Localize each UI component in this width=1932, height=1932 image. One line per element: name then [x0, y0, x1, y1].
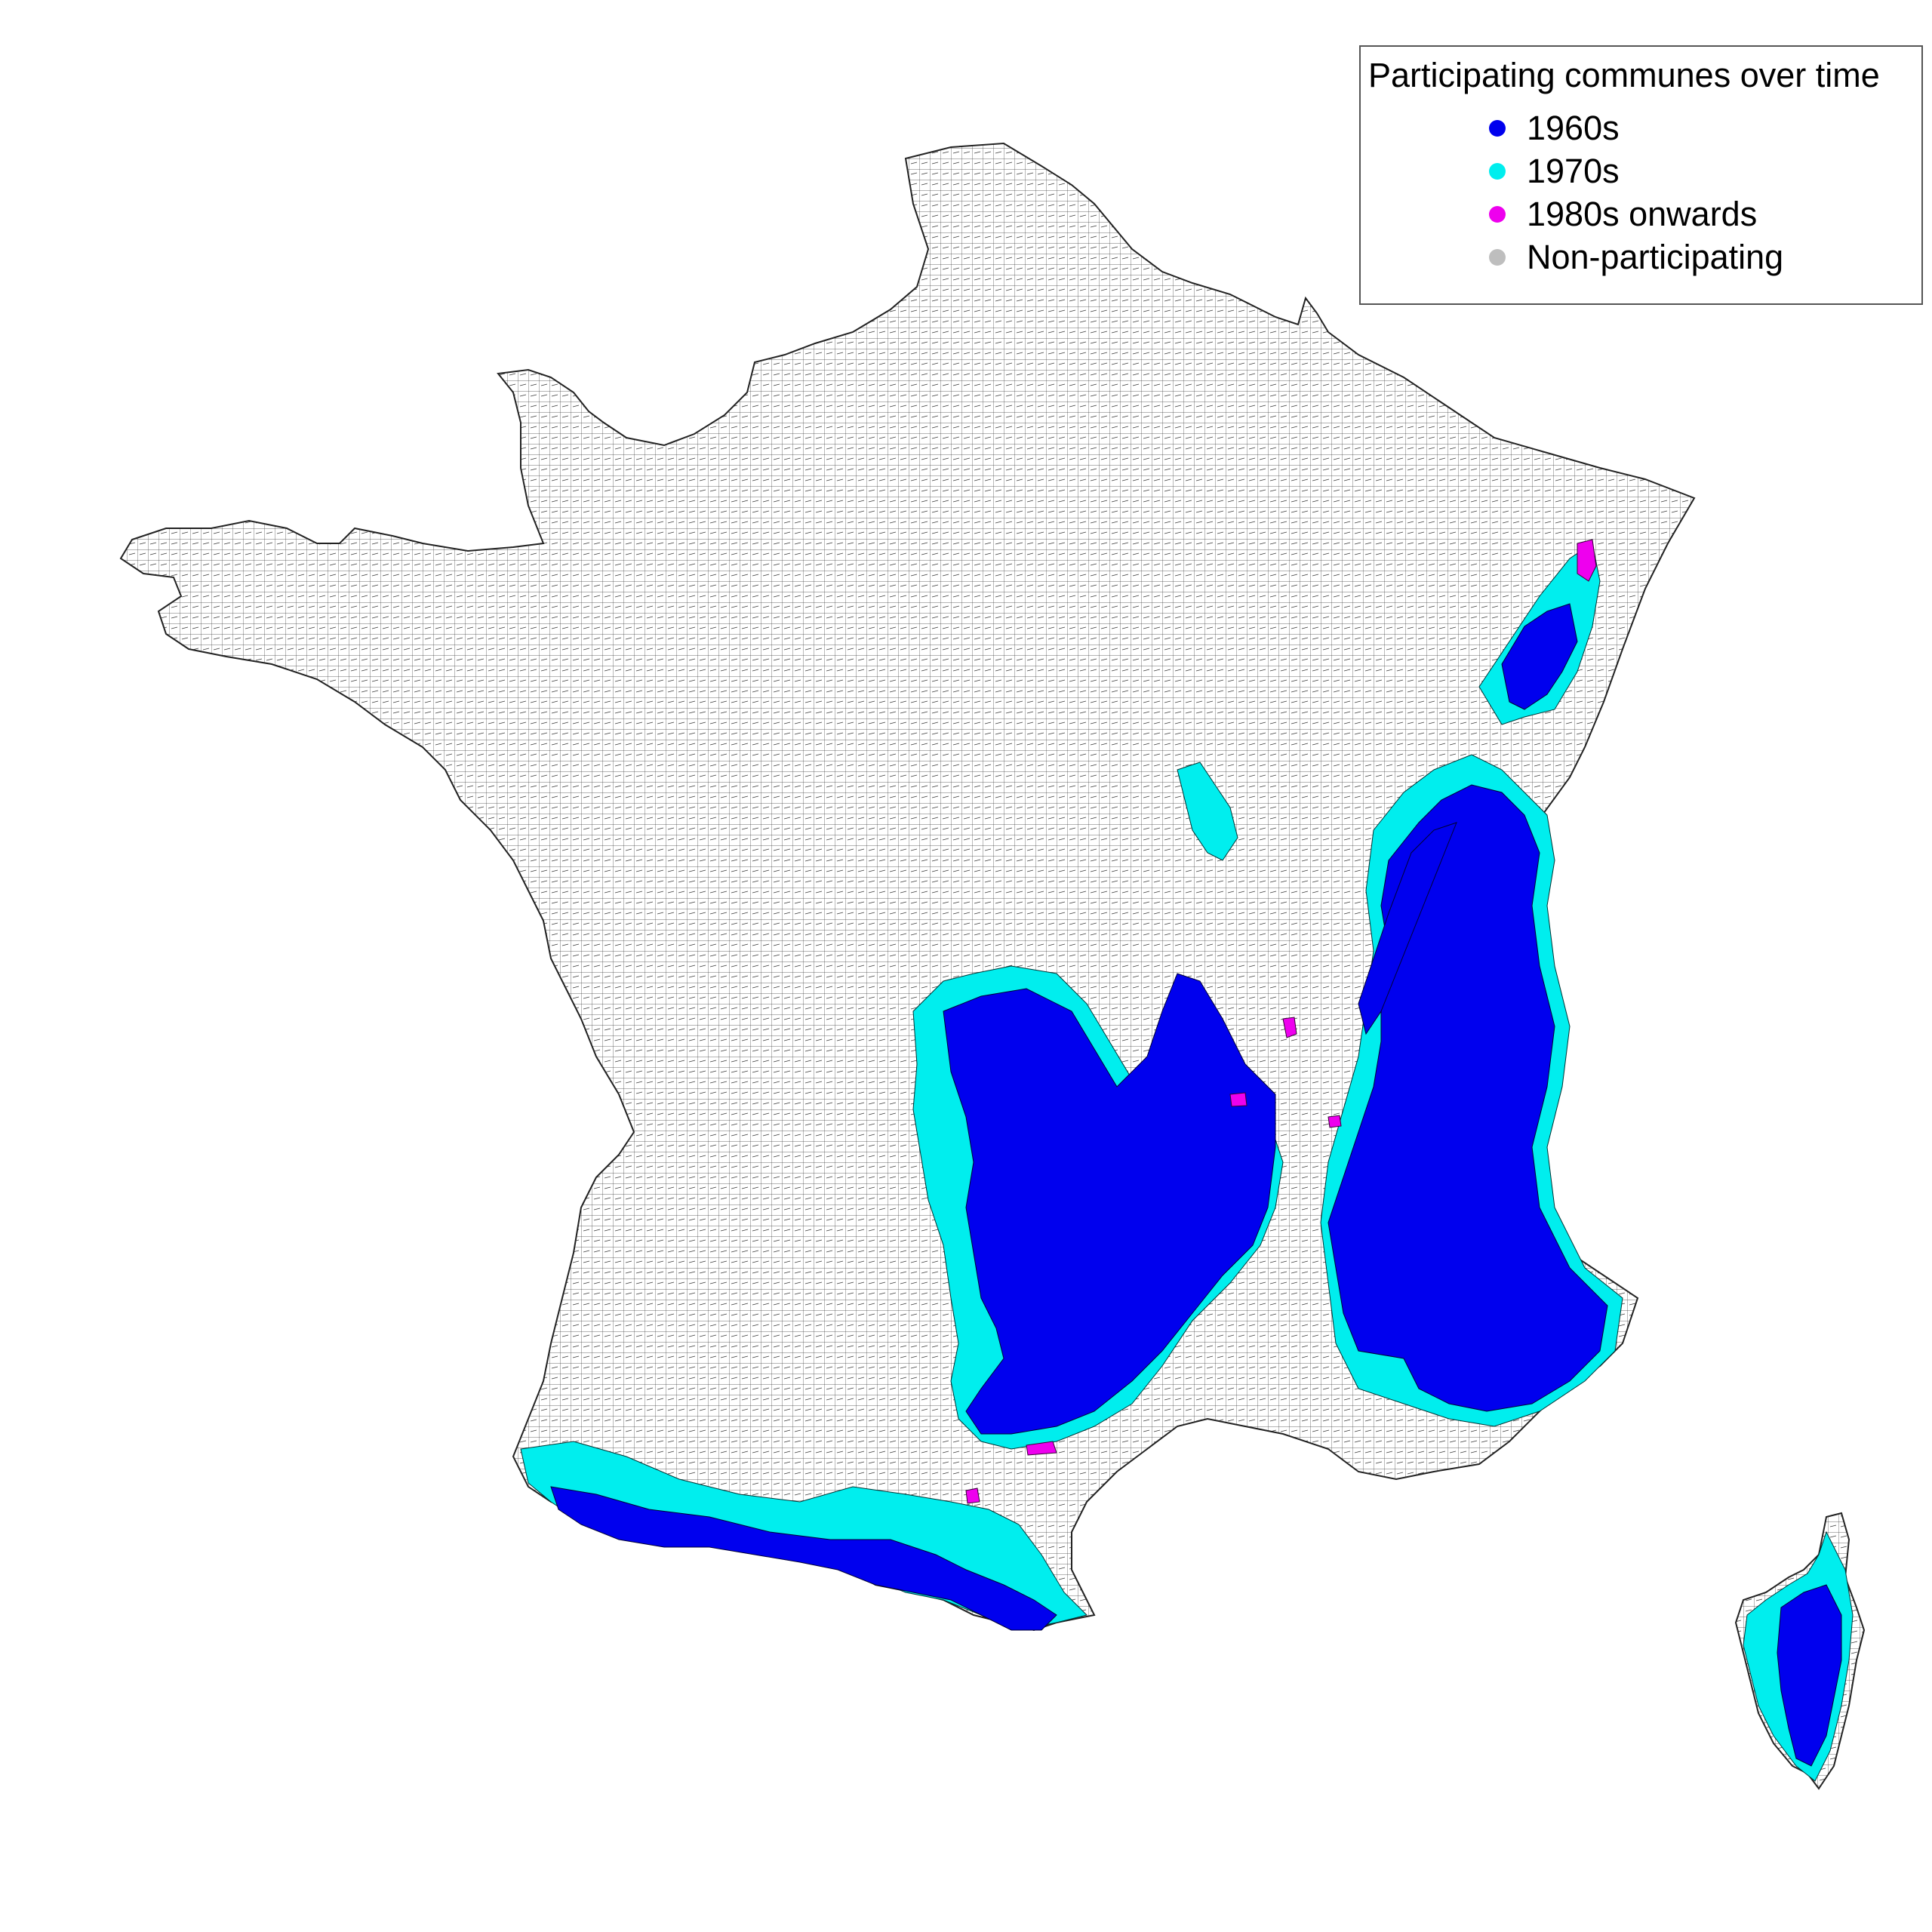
legend-label-1970s: 1970s: [1527, 152, 1620, 190]
massif-central-1980s-a: [1229, 1092, 1247, 1107]
jura-1960s: [1358, 822, 1457, 1035]
legend-item-non-participating: Non-participating: [1489, 236, 1783, 278]
region-1980s-onwards: [965, 539, 1597, 1504]
map-legend: Participating communes over time 1960s 1…: [1359, 45, 1923, 305]
rhone-1980s: [1327, 1115, 1342, 1128]
pyrenees-1980s: [965, 1487, 980, 1504]
massif-central-1960s: [943, 973, 1276, 1435]
legend-dot-1960s: [1489, 120, 1506, 137]
pyrenees-1960s: [550, 1486, 1057, 1631]
legend-title: Participating communes over time: [1368, 56, 1880, 94]
region-1960s: [550, 603, 1842, 1767]
legend-dot-1970s: [1489, 163, 1506, 180]
lyon-1980s: [1282, 1017, 1297, 1038]
vosges-1980s: [1577, 539, 1597, 582]
vosges-1960s: [1501, 603, 1578, 710]
corsica-1960s: [1777, 1584, 1842, 1767]
legend-dot-non-participating: [1489, 249, 1506, 266]
legend-label-1960s: 1960s: [1527, 109, 1620, 147]
legend-label-non-participating: Non-participating: [1527, 238, 1784, 276]
legend-label-1980s-onwards: 1980s onwards: [1527, 195, 1758, 233]
legend-item-1980s-onwards: 1980s onwards: [1489, 193, 1757, 235]
legend-item-1960s: 1960s: [1489, 107, 1620, 149]
legend-item-1970s: 1970s: [1489, 150, 1620, 192]
massif-central-1980s-b: [1026, 1441, 1057, 1456]
legend-dot-1980s-onwards: [1489, 206, 1506, 223]
morvan-1970s: [1177, 761, 1238, 861]
